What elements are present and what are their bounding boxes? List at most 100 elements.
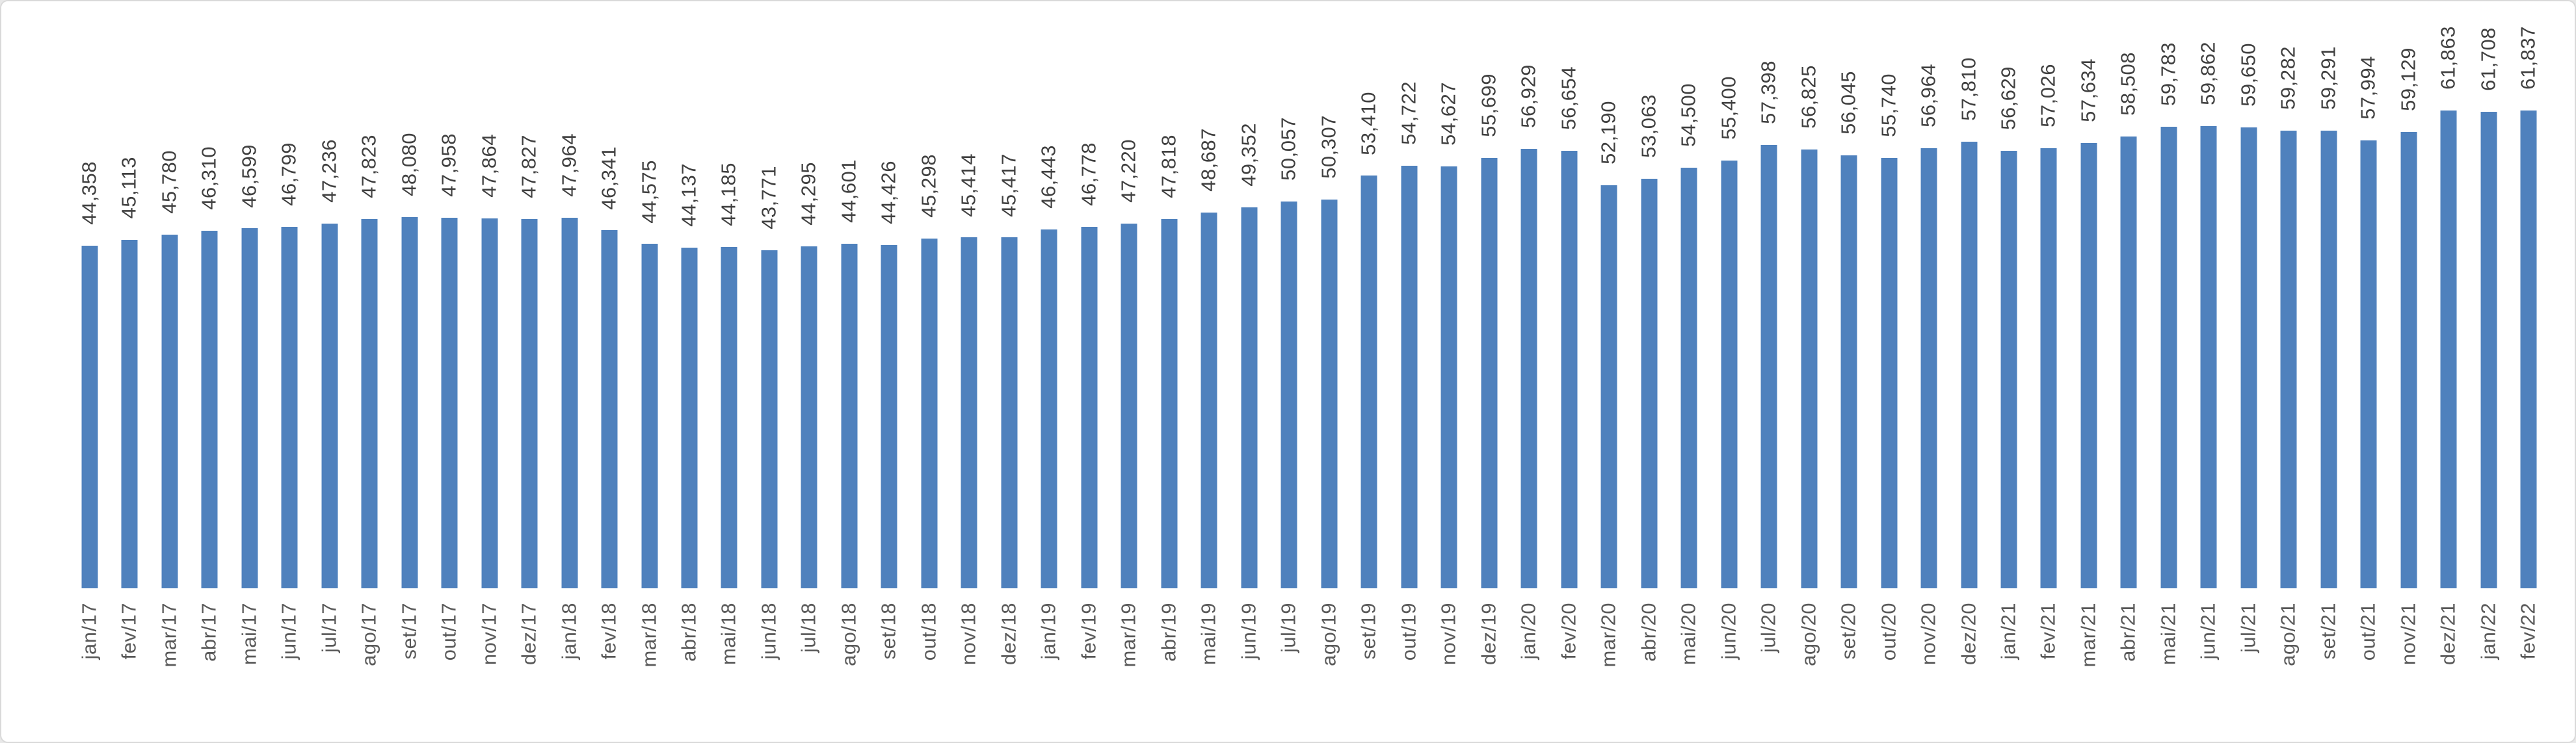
bar xyxy=(1121,224,1137,588)
bar-value-label: 45,780 xyxy=(157,150,181,215)
bar xyxy=(1721,160,1738,588)
x-axis-label: dez/18 xyxy=(997,603,1020,666)
bar-value-label: 46,443 xyxy=(1037,145,1061,209)
bar-value-label: 47,964 xyxy=(557,133,581,198)
bar-value-label: 54,627 xyxy=(1437,82,1460,146)
bar-value-label: 48,687 xyxy=(1197,127,1221,192)
bar-value-label: 47,236 xyxy=(317,138,341,203)
x-axis-label: nov/21 xyxy=(2397,603,2420,666)
x-axis-label: mar/21 xyxy=(2077,603,2100,668)
bar-column: 47,823 ago/17 xyxy=(349,3,389,666)
x-axis-label: out/17 xyxy=(437,603,460,661)
bar-value-label: 56,654 xyxy=(1557,66,1580,130)
bar xyxy=(321,223,338,588)
bar-column: 55,400 jun/20 xyxy=(1709,3,1749,659)
bar-value-label: 59,282 xyxy=(2277,46,2300,110)
bar-column: 56,929 jan/20 xyxy=(1509,3,1548,660)
bar-column: 47,827 dez/17 xyxy=(509,3,549,665)
x-axis-label: mai/19 xyxy=(1197,603,1221,666)
bar xyxy=(601,230,618,588)
bar-value-label: 46,341 xyxy=(597,146,620,210)
bar-column: 47,220 mar/19 xyxy=(1109,3,1149,667)
bar xyxy=(201,230,218,588)
bar-value-label: 55,699 xyxy=(1477,73,1500,138)
bar xyxy=(1161,218,1178,588)
bar xyxy=(1481,158,1498,588)
x-axis-label: mar/17 xyxy=(157,603,181,668)
bar-value-label: 44,185 xyxy=(717,163,741,226)
bar-column: 54,722 out/19 xyxy=(1389,3,1429,660)
bar xyxy=(1001,237,1018,588)
bar xyxy=(801,246,817,588)
bar-value-label: 47,864 xyxy=(477,134,501,198)
bar-value-label: 50,307 xyxy=(1317,115,1340,179)
bar xyxy=(2120,136,2137,588)
x-axis-label: fev/21 xyxy=(2037,603,2060,660)
bar xyxy=(2080,143,2097,588)
bar-column: 47,864 nov/17 xyxy=(470,3,509,665)
bar xyxy=(1641,178,1658,588)
bar-column: 47,958 out/17 xyxy=(429,3,469,660)
x-axis-label: jun/17 xyxy=(277,603,300,660)
bar-value-label: 44,137 xyxy=(677,163,700,227)
bar-column: 43,771 jun/18 xyxy=(749,3,789,659)
x-axis-label: out/19 xyxy=(1397,603,1420,661)
bar xyxy=(1561,150,1578,588)
bar xyxy=(1680,167,1697,588)
bar-column: 50,307 ago/19 xyxy=(1309,3,1349,666)
x-axis-label: ago/19 xyxy=(1317,603,1340,666)
x-axis-label: fev/20 xyxy=(1557,603,1580,660)
x-axis-label: jul/17 xyxy=(317,603,341,653)
bar xyxy=(361,218,378,588)
bar xyxy=(121,240,138,588)
bar-column: 56,045 set/20 xyxy=(1829,3,1868,659)
bar-column: 44,601 ago/18 xyxy=(829,3,869,666)
bar-value-label: 56,045 xyxy=(1837,71,1860,135)
bar xyxy=(2000,151,2017,588)
x-axis-label: jun/20 xyxy=(1717,603,1740,660)
bar xyxy=(161,235,178,588)
x-axis-label: jun/21 xyxy=(2197,603,2220,660)
bar xyxy=(281,227,298,588)
bar-value-label: 50,057 xyxy=(1277,117,1300,181)
x-axis-label: jun/19 xyxy=(1237,603,1260,660)
bar-column: 56,654 fev/20 xyxy=(1549,3,1589,659)
x-axis-label: abr/17 xyxy=(197,603,220,662)
bar xyxy=(1920,148,1937,588)
bar-value-label: 45,417 xyxy=(997,153,1020,217)
bar-column: 53,063 abr/20 xyxy=(1629,3,1669,662)
bar-column: 57,026 fev/21 xyxy=(2029,3,2069,660)
bar-value-label: 45,113 xyxy=(117,157,140,219)
bar xyxy=(81,246,98,588)
bar-value-label: 46,799 xyxy=(277,142,300,206)
bar-value-label: 58,508 xyxy=(2117,52,2140,116)
x-axis-label: dez/17 xyxy=(517,603,540,666)
bar-value-label: 54,500 xyxy=(1677,83,1700,147)
x-axis-label: ago/20 xyxy=(1797,603,1820,666)
bar-column: 47,236 jul/17 xyxy=(310,3,349,653)
bar-column: 59,650 jul/21 xyxy=(2229,3,2268,653)
bar xyxy=(1241,207,1258,588)
bar xyxy=(241,228,258,588)
bar-value-label: 44,426 xyxy=(877,161,901,225)
bar xyxy=(2440,111,2457,588)
bar xyxy=(1321,200,1338,588)
bar-value-label: 47,958 xyxy=(437,133,460,198)
bar xyxy=(721,247,737,588)
x-axis-label: set/19 xyxy=(1357,603,1380,660)
x-axis-label: dez/20 xyxy=(1957,603,1980,666)
x-axis-label: abr/20 xyxy=(1637,603,1660,662)
bar-column: 46,778 fev/19 xyxy=(1069,3,1109,659)
bar xyxy=(441,218,458,588)
bar-value-label: 53,410 xyxy=(1357,91,1380,155)
bar-value-label: 46,599 xyxy=(237,144,261,208)
x-axis-label: set/17 xyxy=(397,603,421,660)
bar xyxy=(2360,140,2377,588)
bar xyxy=(2040,148,2057,588)
bar xyxy=(1201,212,1217,588)
bar-column: 45,414 nov/18 xyxy=(949,3,989,666)
bar-value-label: 46,778 xyxy=(1077,142,1100,207)
bar xyxy=(401,216,418,588)
x-axis-label: jan/18 xyxy=(557,603,581,660)
